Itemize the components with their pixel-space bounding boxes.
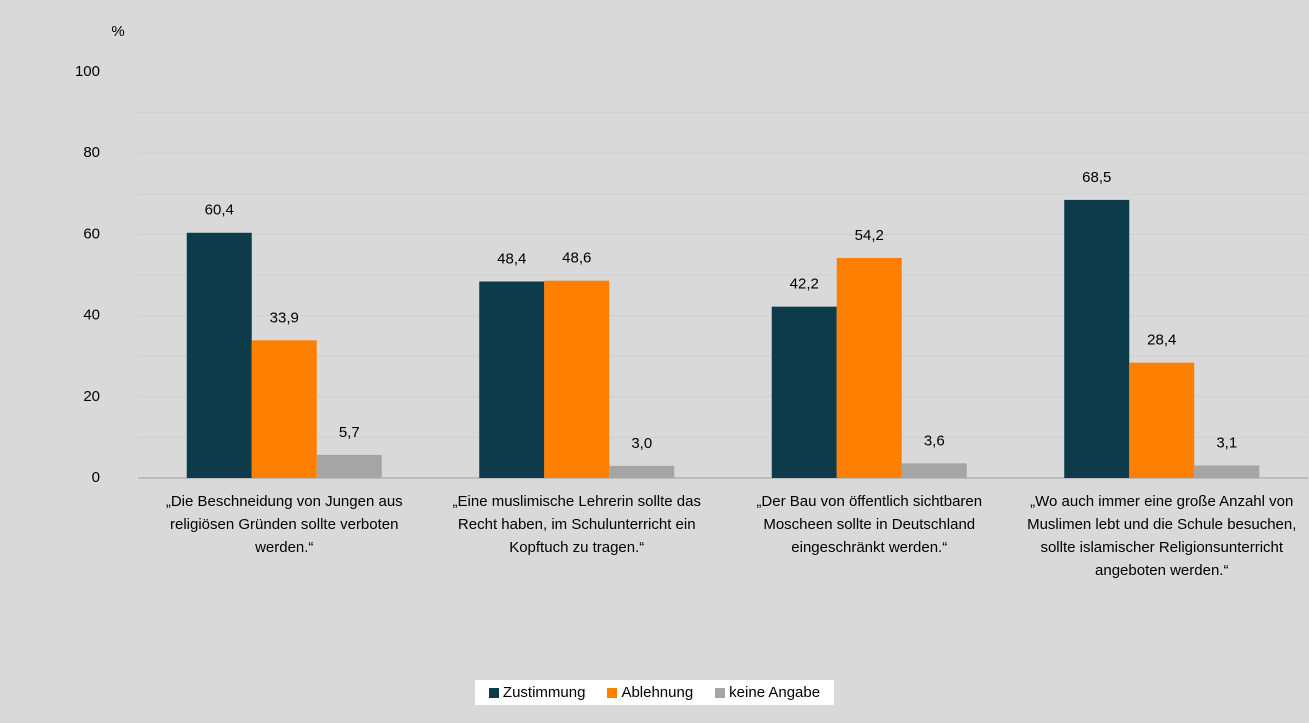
legend-item: Ablehnung bbox=[607, 684, 693, 701]
bar bbox=[1194, 465, 1260, 478]
data-label: 28,4 bbox=[1147, 332, 1176, 349]
data-label: 42,2 bbox=[790, 276, 819, 293]
legend-swatch bbox=[488, 687, 499, 698]
legend-item: Zustimmung bbox=[488, 684, 586, 701]
data-label: 48,6 bbox=[562, 250, 591, 267]
bar bbox=[544, 280, 610, 478]
data-label: 5,7 bbox=[339, 424, 360, 441]
legend-label: Zustimmung bbox=[502, 684, 586, 701]
bar bbox=[316, 454, 382, 478]
bar bbox=[186, 232, 252, 478]
legend: Zustimmung Ablehnung keine Angabe bbox=[0, 680, 1309, 705]
y-tick-label: 0 bbox=[92, 469, 100, 486]
y-tick-label: 40 bbox=[83, 307, 100, 324]
data-label: 54,2 bbox=[855, 227, 884, 244]
bar bbox=[771, 306, 837, 478]
y-tick-label: 20 bbox=[83, 388, 100, 405]
legend-box: Zustimmung Ablehnung keine Angabe bbox=[474, 680, 835, 705]
x-tick-label: „Eine muslimische Lehrerin sollte das Re… bbox=[452, 493, 701, 556]
data-label: 68,5 bbox=[1082, 169, 1111, 186]
data-label: 3,6 bbox=[924, 432, 945, 449]
legend-swatch bbox=[607, 687, 618, 698]
bar bbox=[836, 257, 902, 478]
y-tick-label: 60 bbox=[83, 225, 100, 242]
bar bbox=[609, 465, 675, 478]
y-tick-label: 80 bbox=[83, 144, 100, 161]
y-axis-label: % bbox=[111, 23, 124, 40]
data-label: 3,0 bbox=[631, 435, 652, 452]
bar bbox=[1129, 362, 1195, 478]
data-label: 33,9 bbox=[270, 309, 299, 326]
bar bbox=[1064, 199, 1130, 478]
data-label: 48,4 bbox=[497, 250, 526, 267]
y-tick-label: 100 bbox=[75, 63, 100, 80]
legend-swatch bbox=[715, 687, 726, 698]
x-tick-label: „Der Bau von öffentlich sichtbaren Mosch… bbox=[756, 493, 983, 556]
legend-label: Ablehnung bbox=[621, 684, 694, 701]
x-tick-label: „Wo auch immer eine große Anzahl von Mus… bbox=[1027, 493, 1297, 579]
x-tick-label: „Die Beschneidung von Jungen aus religiö… bbox=[165, 493, 403, 556]
legend-label: keine Angabe bbox=[729, 684, 821, 701]
bar bbox=[251, 340, 317, 478]
data-label: 3,1 bbox=[1216, 434, 1237, 451]
legend-item: keine Angabe bbox=[715, 684, 820, 701]
bar bbox=[479, 281, 545, 478]
bar bbox=[901, 463, 967, 478]
data-label: 60,4 bbox=[205, 202, 234, 219]
